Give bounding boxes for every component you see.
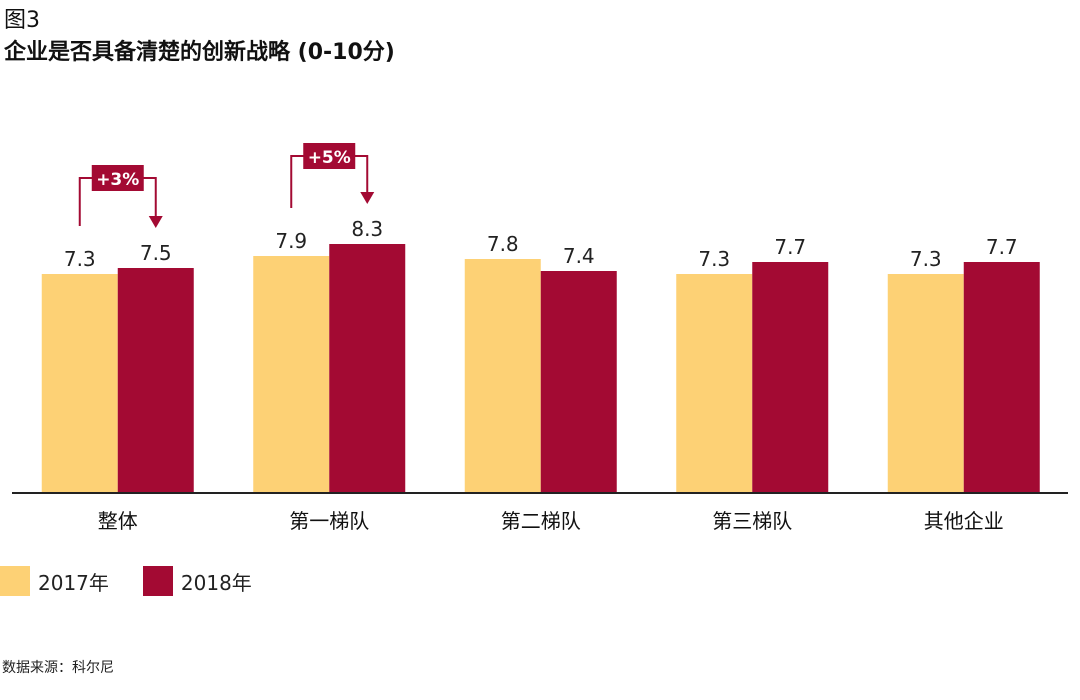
x-tick-label: 第二梯队 — [501, 509, 581, 533]
data-label: 7.3 — [910, 247, 942, 271]
legend-swatch-2018 — [142, 566, 173, 596]
bar-2018 — [117, 268, 194, 493]
data-label: 7.8 — [487, 232, 519, 256]
legend-item-2018: 2018年 — [142, 566, 252, 596]
data-label: 8.3 — [351, 217, 383, 241]
bar-2018 — [963, 262, 1040, 493]
data-label: 7.7 — [774, 235, 806, 259]
bar-2018 — [329, 244, 406, 493]
annotation-text: +3% — [96, 170, 139, 190]
x-tick-label: 其他企业 — [924, 509, 1004, 533]
data-source: 数据来源：科尔尼 — [2, 660, 114, 676]
legend-swatch-2017 — [0, 566, 30, 596]
legend-item-2017: 2017年 — [0, 566, 109, 596]
data-label: 7.4 — [563, 244, 595, 268]
arrow-head-icon — [148, 216, 163, 228]
bar-2017 — [676, 274, 753, 493]
bar-2017 — [41, 274, 118, 493]
x-tick-label: 第三梯队 — [712, 509, 792, 533]
figure-label: 图3 — [4, 8, 40, 33]
legend: 2017年 2018年 — [0, 566, 286, 596]
legend-label-2017: 2017年 — [38, 570, 109, 595]
annotation-badge — [91, 165, 144, 191]
arrow-head-icon — [360, 192, 375, 204]
bar-2017 — [253, 256, 330, 493]
bar-2017 — [464, 259, 541, 493]
chart-title: 企业是否具备清楚的创新战略 (0-10分) — [4, 40, 395, 65]
legend-label-2018: 2018年 — [180, 570, 252, 595]
bar-2017 — [887, 274, 964, 493]
bar-chart: 7.3 7.5 整体 7.9 8.3 第一梯队 7.8 7.4 第二梯队 7.3 7.7 第三梯队 7.… — [12, 143, 1068, 533]
annotation-text: +5% — [308, 148, 351, 168]
x-tick-label: 第一梯队 — [289, 509, 369, 533]
data-label: 7.3 — [64, 247, 96, 271]
bar-2018 — [540, 271, 617, 493]
data-label: 7.7 — [986, 235, 1018, 259]
data-label: 7.5 — [140, 241, 172, 265]
data-label: 7.9 — [275, 229, 307, 253]
bar-2018 — [752, 262, 829, 493]
data-label: 7.3 — [698, 247, 730, 271]
annotation-badge — [303, 143, 356, 169]
x-tick-label: 整体 — [98, 509, 138, 533]
